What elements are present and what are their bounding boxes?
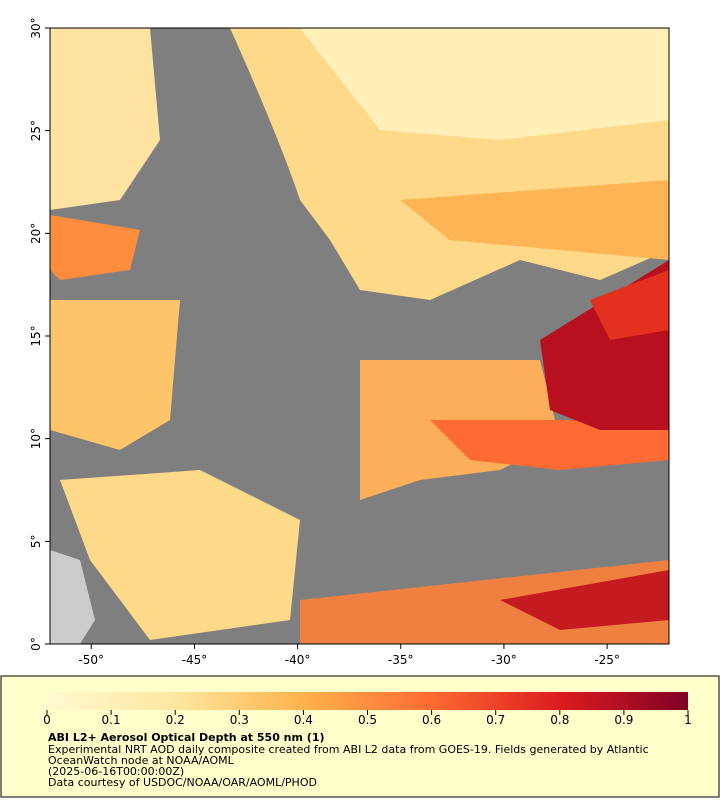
x-tick-label: -50° bbox=[78, 653, 104, 667]
map-image bbox=[50, 28, 669, 644]
x-tick-label: -45° bbox=[182, 653, 208, 667]
colorbar-axis: 0 0.1 0.2 0.3 0.4 0.5 0.6 0.7 0.8 0.9 1 bbox=[43, 710, 692, 727]
y-tick-label: 20° bbox=[29, 223, 43, 244]
y-tick-label: 5° bbox=[29, 535, 43, 549]
colorbar-tick-label: 0.5 bbox=[358, 713, 377, 727]
colorbar-tick-label: 0.3 bbox=[230, 713, 249, 727]
colorbar-tick-label: 0.1 bbox=[102, 713, 121, 727]
colorbar-tick-label: 0.7 bbox=[486, 713, 505, 727]
caption-line: Data courtesy of USDOC/NOAA/OAR/AOML/PHO… bbox=[48, 776, 317, 789]
y-tick-label: 15° bbox=[29, 325, 43, 346]
colorbar bbox=[47, 692, 688, 710]
x-tick-label: -30° bbox=[491, 653, 517, 667]
caption-line: Experimental NRT AOD daily composite cre… bbox=[48, 743, 649, 756]
x-tick-label: -35° bbox=[388, 653, 414, 667]
axes: -50° -45° -40° -35° -30° -25° 0° 5° 10° 15° 20° 25°… bbox=[29, 17, 620, 667]
x-tick-label: -25° bbox=[594, 653, 620, 667]
x-tick-label: -40° bbox=[285, 653, 311, 667]
y-tick-label: 10° bbox=[29, 428, 43, 449]
y-tick-label: 0° bbox=[29, 637, 43, 651]
colorbar-tick-label: 0.4 bbox=[294, 713, 313, 727]
colorbar-tick-label: 0.9 bbox=[614, 713, 633, 727]
y-tick-label: 30° bbox=[29, 17, 43, 38]
colorbar-tick-label: 0.6 bbox=[422, 713, 441, 727]
colorbar-tick-label: 0 bbox=[43, 713, 51, 727]
colorbar-tick-label: 0.2 bbox=[166, 713, 185, 727]
caption-line: (2025-06-16T00:00:00Z) bbox=[48, 765, 184, 778]
y-tick-label: 25° bbox=[29, 120, 43, 141]
caption-title: ABI L2+ Aerosol Optical Depth at 550 nm … bbox=[48, 731, 325, 744]
colorbar-tick-label: 0.8 bbox=[550, 713, 569, 727]
colorbar-tick-label: 1 bbox=[684, 713, 692, 727]
caption-line: OceanWatch node at NOAA/AOML bbox=[48, 754, 235, 767]
